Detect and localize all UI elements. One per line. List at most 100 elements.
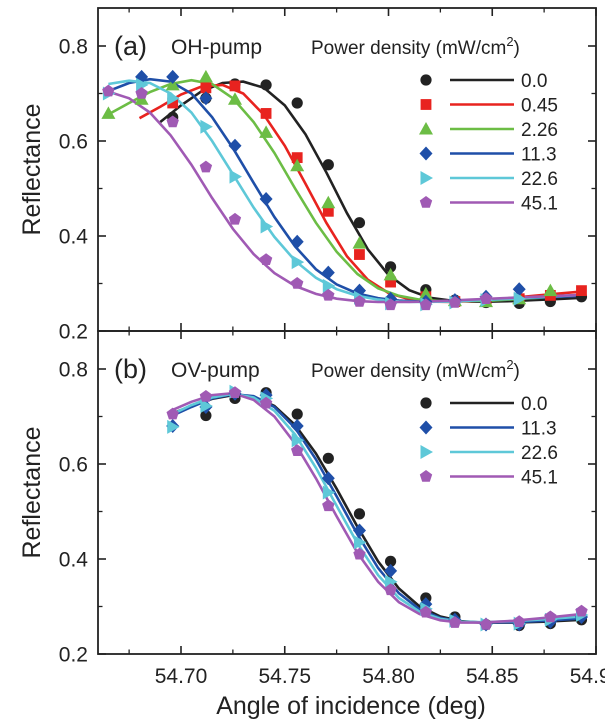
fit-curve-0.0 <box>159 80 582 303</box>
data-point-22.6 <box>291 255 305 270</box>
data-point-0.45 <box>291 152 303 164</box>
data-point-0.0 <box>384 261 397 273</box>
data-point-45.1 <box>102 84 115 97</box>
legend-marker-0.0 <box>420 397 432 409</box>
data-point-0.0 <box>384 555 397 567</box>
x-tick-label: 54.80 <box>362 665 415 688</box>
legend-label-0.0: 0.0 <box>521 71 547 92</box>
data-point-22.6 <box>200 119 213 134</box>
legend-title: Power density (mW/cm2) <box>311 357 520 382</box>
data-point-0.0 <box>291 97 303 109</box>
data-point-22.6 <box>260 219 274 234</box>
legend-label-0.0: 0.0 <box>521 394 547 415</box>
legend-marker-22.6 <box>420 171 433 185</box>
fit-curve-0.0 <box>170 393 582 624</box>
legend-title-end: ) <box>514 361 520 382</box>
panel-label: (a) <box>114 31 147 61</box>
data-point-22.6 <box>513 291 527 306</box>
legend-label-45.1: 45.1 <box>521 468 558 489</box>
data-point-22.6 <box>291 433 305 448</box>
legend-entry-0.0: 0.0 <box>420 71 547 92</box>
data-point-45.1 <box>575 604 588 617</box>
data-point-0.0 <box>200 409 212 422</box>
data-point-11.3 <box>384 563 398 578</box>
data-point-45.1 <box>135 87 148 99</box>
data-point-0.0 <box>322 159 334 171</box>
data-point-11.3 <box>259 192 273 206</box>
legend-marker-0.45 <box>420 99 432 110</box>
data-point-2.26 <box>418 286 433 300</box>
data-point-0.0 <box>353 217 366 229</box>
legend-label-11.3: 11.3 <box>521 419 557 440</box>
data-point-2.26 <box>383 267 398 281</box>
data-point-22.6 <box>322 278 336 293</box>
legend-title-main: Power density (mW/cm <box>311 361 506 382</box>
data-point-22.6 <box>200 399 213 413</box>
x-tick-label: 54.85 <box>466 665 519 688</box>
data-point-11.3 <box>290 234 304 249</box>
data-point-0.0 <box>260 79 272 91</box>
data-point-2.26 <box>228 92 242 105</box>
data-point-45.1 <box>259 253 273 265</box>
data-point-45.1 <box>544 610 557 623</box>
legend-entry-45.1: 45.1 <box>419 194 558 215</box>
legend-entry-11.3: 11.3 <box>419 419 557 440</box>
data-point-2.26 <box>165 77 180 91</box>
x-tick-label: 54.70 <box>155 665 208 688</box>
legend-marker-2.26 <box>419 122 433 135</box>
data-point-45.1 <box>228 212 242 225</box>
y-tick-label: 0.8 <box>59 36 88 59</box>
y-axis-title: Reflectance <box>18 103 46 235</box>
data-point-11.3 <box>321 265 335 280</box>
legend-title-main: Power density (mW/cm <box>311 38 506 59</box>
data-point-45.1 <box>419 298 432 311</box>
y-tick-label: 0.6 <box>59 454 88 477</box>
legend-entry-22.6: 22.6 <box>420 443 558 464</box>
x-tick-label: 54.75 <box>258 665 311 688</box>
legend-marker-45.1 <box>419 196 433 208</box>
data-point-45.1 <box>259 396 273 409</box>
data-point-0.45 <box>322 205 334 217</box>
data-point-0.0 <box>322 452 334 464</box>
y-axis-title: Reflectance <box>18 426 46 558</box>
data-point-11.3 <box>512 282 526 297</box>
legend-marker-45.1 <box>419 470 433 482</box>
y-tick-label: 0.8 <box>59 359 88 382</box>
fit-curve-22.6 <box>108 79 582 304</box>
data-point-2.26 <box>259 125 274 138</box>
data-point-11.3 <box>166 69 180 84</box>
data-point-0.45 <box>260 108 272 119</box>
legend-entry-45.1: 45.1 <box>419 468 558 489</box>
data-point-22.6 <box>167 419 180 434</box>
data-point-45.1 <box>479 292 493 304</box>
legend-title-end: ) <box>514 38 520 59</box>
data-point-45.1 <box>513 615 526 627</box>
legend-title: Power density (mW/cm2) <box>311 34 520 59</box>
x-tick-label: 54.90 <box>570 665 605 688</box>
fit-curve-45.1 <box>107 90 582 304</box>
legend-label-22.6: 22.6 <box>521 443 558 464</box>
y-tick-label: 0.2 <box>59 644 88 667</box>
fit-curve-45.1 <box>170 391 582 624</box>
pump-label: OV-pump <box>171 359 260 382</box>
data-point-45.1 <box>199 160 213 173</box>
data-point-2.26 <box>543 283 558 297</box>
data-point-11.3 <box>353 523 366 538</box>
data-point-22.6 <box>167 91 180 106</box>
data-point-22.6 <box>229 169 242 184</box>
y-tick-label: 0.4 <box>59 549 89 572</box>
data-point-45.1 <box>353 547 366 560</box>
data-point-45.1 <box>448 616 462 628</box>
data-point-45.1 <box>479 618 493 630</box>
legend-label-0.45: 0.45 <box>521 96 558 117</box>
legend-marker-0.0 <box>420 74 432 86</box>
data-point-45.1 <box>322 499 335 512</box>
panel-b-ov-pump: 0.2 0.4 0.6 0.8 54.70 54.75 54.80 54.85 54.90 Ref… <box>18 330 605 688</box>
data-point-45.1 <box>384 298 397 311</box>
data-point-22.6 <box>136 77 149 92</box>
data-point-22.6 <box>354 535 367 550</box>
data-point-2.26 <box>290 158 305 172</box>
y-tick-label: 0.2 <box>59 321 88 344</box>
data-point-0.0 <box>353 508 366 520</box>
